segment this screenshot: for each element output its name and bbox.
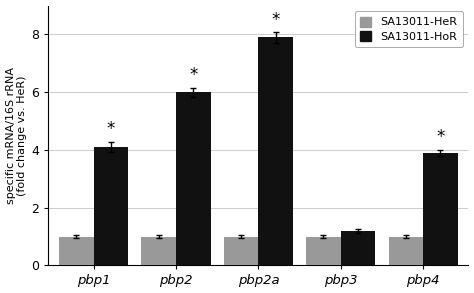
Bar [423, 153, 458, 265]
Bar [341, 231, 375, 265]
Bar [141, 236, 176, 265]
Bar [306, 236, 341, 265]
Bar [59, 236, 94, 265]
Bar [389, 236, 423, 265]
Text: *: * [436, 128, 445, 146]
Bar [258, 37, 293, 265]
Bar [224, 236, 258, 265]
Y-axis label: specific mRNA/16S rRNA
(fold change vs. HeR): specific mRNA/16S rRNA (fold change vs. … [6, 67, 27, 204]
Text: *: * [189, 67, 198, 84]
Legend: SA13011-HeR, SA13011-HoR: SA13011-HeR, SA13011-HoR [355, 11, 463, 47]
Text: *: * [107, 120, 115, 138]
Bar [176, 92, 210, 265]
Text: *: * [272, 11, 280, 29]
Bar [94, 147, 128, 265]
